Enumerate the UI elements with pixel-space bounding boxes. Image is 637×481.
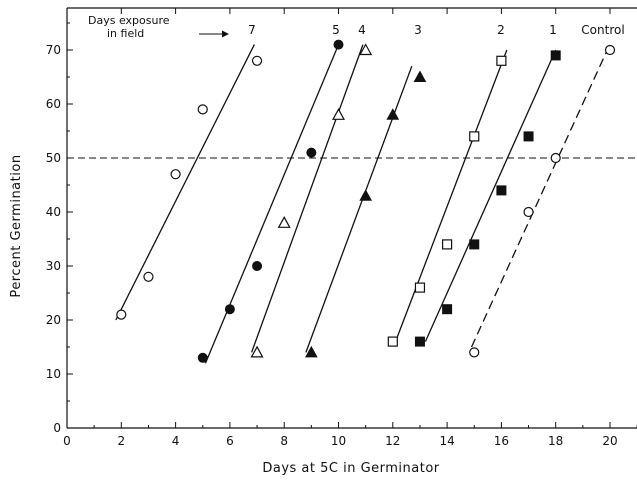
circle-filled-marker [224,304,235,315]
fit-line-series-1 [424,49,557,342]
circle-open-marker [170,169,181,180]
square-filled-marker [550,50,561,61]
fit-line-series-control [470,49,608,348]
x-tick-label: 12 [385,434,400,448]
series-label-control: Control [581,23,624,37]
triangle-open-marker [277,216,291,228]
series-label-1: 1 [549,23,557,37]
triangle-filled-marker [359,189,372,201]
square-filled-marker [414,336,425,347]
series-label-4: 4 [358,23,366,37]
x-tick-label: 10 [331,434,346,448]
y-tick-label: 50 [46,151,61,165]
triangle-open-marker [250,345,264,358]
x-tick-label: 18 [548,434,563,448]
circle-filled-marker [333,39,344,50]
fit-line-series-5 [204,44,340,364]
plot-frame [66,7,637,429]
fit-lines [115,44,608,364]
circle-open-marker [604,44,616,56]
circle-filled-marker [252,261,263,271]
y-tick-label: 0 [53,421,61,435]
y-tick-label: 70 [46,43,61,57]
x-tick-label: 20 [602,434,617,448]
y-axis-ticks: 0 10 20 30 40 50 60 70 [46,22,73,435]
circle-open-marker [550,152,561,164]
x-tick-label: 0 [63,434,71,448]
square-open-marker [496,55,507,66]
circle-open-marker [197,104,208,115]
legend-note-line1: Days exposure [88,14,170,27]
x-tick-label: 4 [172,434,180,448]
legend-note-line2: in field [107,27,144,40]
y-tick-label: 40 [46,205,61,219]
series-label-7: 7 [248,23,256,37]
square-open-marker [442,239,453,250]
square-filled-marker [469,239,480,250]
y-tick-label: 60 [46,97,61,111]
series-label-3: 3 [414,23,422,37]
circle-open-marker [143,271,154,282]
x-axis-label: Days at 5C in Germinator [262,461,439,476]
triangle-open-marker [359,43,373,56]
legend-arrow [199,30,229,38]
square-open-marker [414,282,426,293]
series-label-5: 5 [332,23,340,37]
fit-line-series-2 [394,49,508,342]
y-tick-label: 20 [46,313,61,327]
circle-open-marker [116,309,127,320]
y-tick-label: 30 [46,259,61,273]
circle-filled-marker [306,147,317,158]
x-axis-ticks: 0 2 4 6 8 10 12 14 16 18 20 [63,8,637,448]
triangle-filled-marker [413,70,427,82]
square-open-marker [387,336,398,347]
x-tick-label: 6 [226,434,234,448]
x-tick-label: 16 [494,434,509,448]
circle-open-marker [523,206,534,218]
square-filled-marker [523,131,534,142]
data-points [116,39,616,363]
y-axis-label: Percent Germination [9,154,24,297]
fit-line-series-3 [305,65,413,353]
triangle-filled-marker [386,108,400,120]
x-tick-label: 14 [439,434,454,448]
x-tick-label: 2 [117,434,125,448]
circle-open-marker [469,347,480,358]
square-filled-marker [442,304,453,315]
y-tick-label: 10 [46,367,61,381]
series-label-2: 2 [497,23,505,37]
square-open-marker [469,131,480,142]
triangle-filled-marker [305,345,318,358]
fit-line-series-7 [115,44,255,321]
x-tick-label: 8 [280,434,288,448]
circle-filled-marker [197,352,208,363]
circle-open-marker [251,55,263,66]
triangle-open-marker [331,108,346,120]
series-labels: 7 5 4 3 2 1 Control [248,23,625,37]
fit-line-series-4 [251,44,364,353]
square-filled-marker [496,185,507,196]
